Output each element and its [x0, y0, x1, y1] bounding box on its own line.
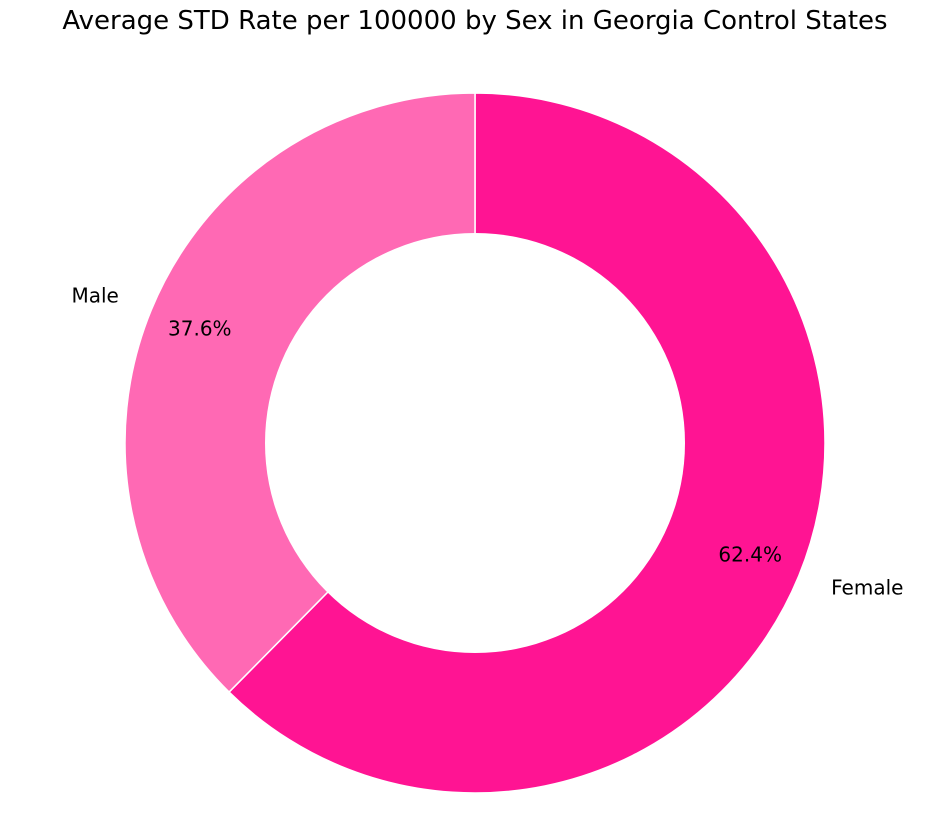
slice-label-female: Female — [831, 576, 903, 600]
pct-label-female: 62.4% — [718, 542, 782, 566]
pct-label-male: 37.6% — [168, 317, 232, 341]
slice-label-male: Male — [71, 283, 118, 307]
chart-title: Average STD Rate per 100000 by Sex in Ge… — [62, 6, 888, 36]
donut-hole — [265, 233, 685, 653]
labels-group: Female 62.4% Male 37.6% — [71, 283, 903, 599]
